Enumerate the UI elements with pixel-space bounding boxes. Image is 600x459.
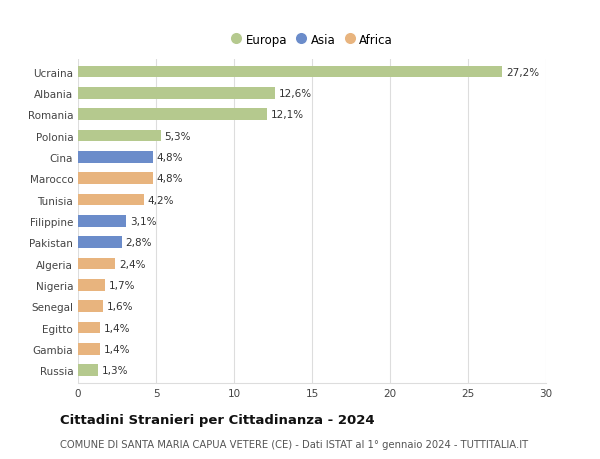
Bar xyxy=(78,216,127,227)
Bar xyxy=(78,322,100,334)
Bar xyxy=(78,67,502,78)
Bar xyxy=(78,343,100,355)
Bar xyxy=(78,280,104,291)
Bar xyxy=(78,301,103,313)
Bar xyxy=(78,173,153,185)
Bar xyxy=(78,109,267,121)
Legend: Europa, Asia, Africa: Europa, Asia, Africa xyxy=(228,30,396,50)
Bar xyxy=(78,152,153,163)
Text: 12,6%: 12,6% xyxy=(278,89,311,99)
Text: 1,7%: 1,7% xyxy=(109,280,135,291)
Bar xyxy=(78,194,143,206)
Text: COMUNE DI SANTA MARIA CAPUA VETERE (CE) - Dati ISTAT al 1° gennaio 2024 - TUTTIT: COMUNE DI SANTA MARIA CAPUA VETERE (CE) … xyxy=(60,439,528,449)
Text: 4,8%: 4,8% xyxy=(157,174,183,184)
Bar xyxy=(78,88,275,100)
Bar xyxy=(78,364,98,376)
Bar xyxy=(78,130,161,142)
Text: 4,8%: 4,8% xyxy=(157,152,183,162)
Text: 5,3%: 5,3% xyxy=(164,131,191,141)
Bar xyxy=(78,237,122,249)
Text: 1,6%: 1,6% xyxy=(107,302,133,312)
Text: Cittadini Stranieri per Cittadinanza - 2024: Cittadini Stranieri per Cittadinanza - 2… xyxy=(60,413,374,426)
Bar xyxy=(78,258,115,270)
Text: 3,1%: 3,1% xyxy=(130,217,157,226)
Text: 1,4%: 1,4% xyxy=(104,344,130,354)
Text: 2,8%: 2,8% xyxy=(125,238,152,248)
Text: 12,1%: 12,1% xyxy=(271,110,304,120)
Text: 4,2%: 4,2% xyxy=(148,195,174,205)
Text: 2,4%: 2,4% xyxy=(119,259,146,269)
Text: 1,4%: 1,4% xyxy=(104,323,130,333)
Text: 27,2%: 27,2% xyxy=(506,67,539,78)
Text: 1,3%: 1,3% xyxy=(102,365,128,375)
